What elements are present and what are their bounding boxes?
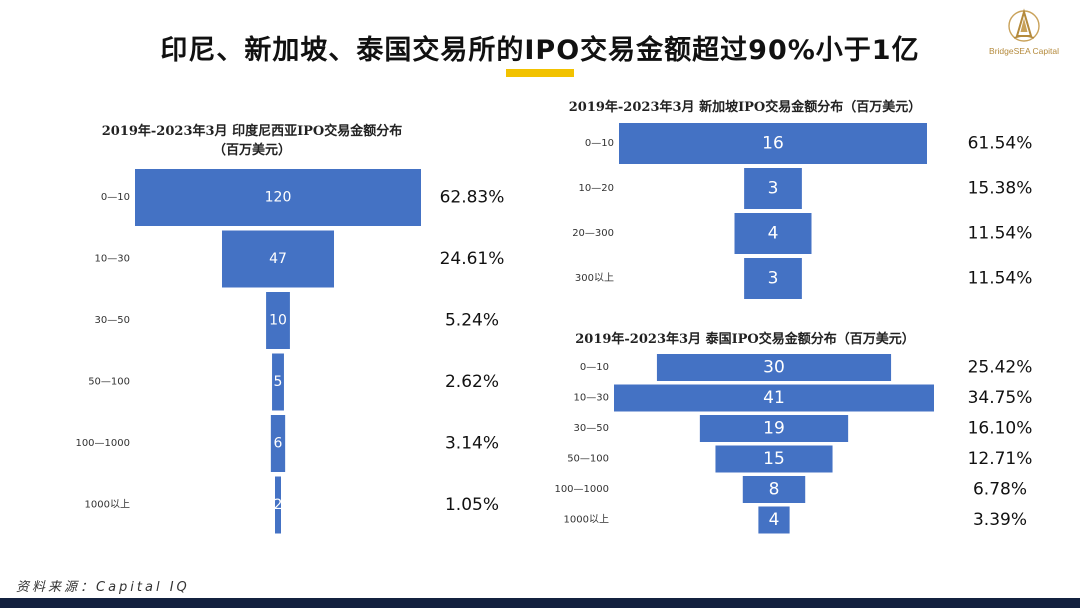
percent-label: 1.05% xyxy=(445,495,499,515)
footer-bar xyxy=(0,598,1080,608)
indonesia-ipo-chart: 2019年-2023年3月 印度尼西亚IPO交易金额分布（百万美元） 120 0—… xyxy=(0,0,540,560)
sail-logo-icon xyxy=(1008,8,1040,42)
bar xyxy=(734,213,812,254)
bar xyxy=(715,445,833,473)
bar-value-label: 4 xyxy=(769,510,780,530)
bar-value-label: 3 xyxy=(768,269,779,289)
bar xyxy=(275,476,281,534)
category-label: 20—300 xyxy=(572,228,614,239)
percent-label: 3.39% xyxy=(973,510,1027,530)
singapore-ipo-chart: 2019年-2023年3月 新加坡IPO交易金额分布（百万美元） 16 0—10 6… xyxy=(568,100,1033,299)
bar-value-label: 2 xyxy=(274,497,283,513)
percent-label: 11.54% xyxy=(968,269,1033,289)
category-label: 30—50 xyxy=(574,423,609,434)
category-label: 30—50 xyxy=(95,315,130,326)
bar-value-label: 41 xyxy=(763,388,785,408)
category-label: 10—30 xyxy=(95,254,130,265)
category-label: 1000以上 xyxy=(85,499,130,511)
bar xyxy=(744,168,802,209)
category-label: 100—1000 xyxy=(554,484,609,495)
percent-label: 34.75% xyxy=(968,388,1033,408)
singapore-bars: 16 0—10 61.54% 3 10—20 15.38% 4 20—300 11.54% 3 30… xyxy=(572,123,1033,299)
percent-label: 62.83% xyxy=(440,188,505,208)
bar xyxy=(744,258,802,299)
category-label: 1000以上 xyxy=(564,514,609,526)
category-label: 100—1000 xyxy=(75,438,130,449)
logo-text: BridgeSEA Capital xyxy=(989,46,1059,56)
bar-value-label: 3 xyxy=(768,179,779,199)
percent-label: 11.54% xyxy=(968,224,1033,244)
percent-label: 3.14% xyxy=(445,434,499,454)
percent-label: 2.62% xyxy=(445,372,499,392)
percent-label: 16.10% xyxy=(968,419,1033,439)
bar-value-label: 5 xyxy=(274,374,283,390)
bar-value-label: 120 xyxy=(265,190,292,206)
category-label: 300以上 xyxy=(575,272,614,284)
category-label: 50—100 xyxy=(88,377,130,388)
bar xyxy=(270,415,286,472)
percent-label: 24.61% xyxy=(440,249,505,269)
bar-value-label: 47 xyxy=(269,251,287,267)
bar xyxy=(266,292,290,349)
percent-label: 6.78% xyxy=(973,480,1027,500)
percent-label: 15.38% xyxy=(968,179,1033,199)
bar xyxy=(758,506,790,534)
bar-value-label: 8 xyxy=(769,480,780,500)
bar xyxy=(699,415,849,442)
indonesia-bars: 120 0—10 62.83% 47 10—30 24.61% 10 30—50 5.24% 5 5… xyxy=(75,169,505,534)
bar-value-label: 19 xyxy=(763,419,785,439)
thailand-ipo-chart: 2019年-2023年3月 泰国IPO交易金额分布（百万美元） 30 0—10 25… xyxy=(554,332,1033,534)
category-label: 0—10 xyxy=(585,138,614,149)
bar xyxy=(656,354,892,381)
category-label: 50—100 xyxy=(567,454,609,465)
bar-value-label: 16 xyxy=(762,134,784,154)
percent-label: 12.71% xyxy=(968,449,1033,469)
chart-title: 2019年-2023年3月 印度尼西亚IPO交易金额分布（百万美元） xyxy=(101,124,403,158)
bar-value-label: 6 xyxy=(274,436,283,452)
bar xyxy=(742,476,806,503)
percent-label: 25.42% xyxy=(968,358,1033,378)
bar-value-label: 30 xyxy=(763,358,785,378)
chart-title: 2019年-2023年3月 新加坡IPO交易金额分布（百万美元） xyxy=(568,100,922,115)
bar-value-label: 15 xyxy=(763,449,785,469)
percent-label: 61.54% xyxy=(968,134,1033,154)
bar xyxy=(272,353,284,411)
bar xyxy=(221,230,335,288)
title-underline xyxy=(506,69,574,77)
bar xyxy=(619,123,927,164)
percent-label: 5.24% xyxy=(445,311,499,331)
bar xyxy=(135,169,421,226)
bridgesea-logo: BridgeSEA Capital xyxy=(982,8,1066,60)
category-label: 10—20 xyxy=(579,183,614,194)
category-label: 0—10 xyxy=(101,192,130,203)
bar xyxy=(614,384,934,412)
bar-value-label: 4 xyxy=(768,224,779,244)
page-title: 印尼、新加坡、泰国交易所的IPO交易金额超过90%小于1亿 xyxy=(160,35,920,66)
chart-title: 2019年-2023年3月 泰国IPO交易金额分布（百万美元） xyxy=(575,332,915,347)
source-note: 资料来源：Capital IQ xyxy=(16,580,190,595)
thailand-bars: 30 0—10 25.42% 41 10—30 34.75% 19 30—50 16.10% 15… xyxy=(554,354,1033,534)
category-label: 0—10 xyxy=(580,362,609,373)
category-label: 10—30 xyxy=(574,393,609,404)
bar-value-label: 10 xyxy=(269,313,287,329)
